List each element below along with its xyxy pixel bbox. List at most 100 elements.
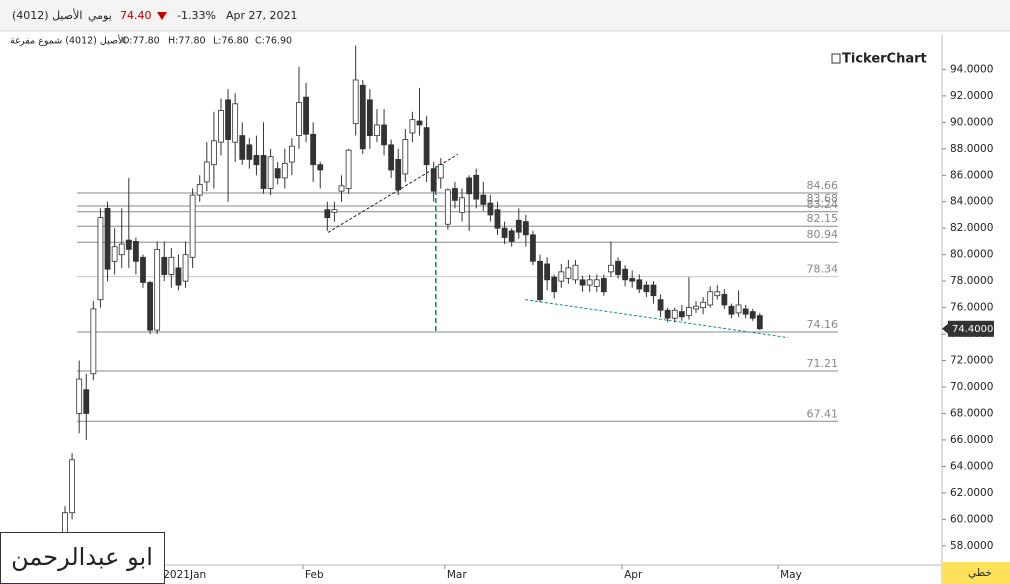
candle-body (359, 84, 366, 150)
candle-body (267, 156, 274, 189)
candle-body (622, 268, 629, 281)
signature-box (0, 532, 165, 584)
last-price-label: 74.4000 (952, 324, 993, 335)
candle-body (551, 276, 558, 293)
candle-body (132, 241, 139, 262)
candle-body (586, 279, 593, 286)
candle-body (671, 309, 678, 319)
plot: 58.0000 60.0000 62.0000 64.0000 66.0000 68.00… (62, 45, 994, 581)
down-arrow (157, 12, 167, 20)
level-label: 82.15 (807, 212, 839, 225)
candle-body (643, 284, 650, 293)
candle-body (274, 168, 281, 179)
candle-body (466, 177, 473, 195)
candle-body (437, 164, 444, 179)
candle-body (352, 79, 359, 125)
legend-open: O:77.80 (122, 36, 160, 47)
y-tick-label: 94.0000 (950, 63, 993, 75)
candle-body (600, 278, 607, 293)
candle-body (281, 162, 288, 179)
candle-body (714, 291, 721, 297)
brand-icon (831, 53, 841, 64)
candle-body (494, 209, 501, 229)
y-tick-label: 64.0000 (950, 460, 993, 472)
candle-body (317, 164, 324, 171)
level-label: 67.41 (807, 407, 839, 420)
candle-body (579, 279, 586, 286)
y-tick-label: 72.0000 (950, 355, 993, 367)
candle-body (381, 124, 387, 146)
candle-body (374, 124, 380, 136)
candle-body (331, 209, 338, 213)
candle-body (593, 279, 600, 287)
candle-body (615, 260, 621, 275)
candle-body (182, 254, 189, 282)
toolbar (0, 0, 1010, 31)
y-tick-label: 60.0000 (950, 513, 993, 525)
candle-body (76, 378, 83, 414)
candle-body (161, 256, 168, 275)
candle-body (296, 102, 302, 136)
candle-body (678, 311, 685, 318)
candle-body (522, 221, 529, 236)
price: 74.40 (120, 9, 152, 22)
period[interactable]: يومي (88, 9, 112, 22)
y-tick-label: 80.0000 (950, 249, 993, 261)
candle-body (721, 293, 728, 306)
x-tick-label: Feb (305, 569, 324, 581)
trendline (525, 299, 789, 339)
y-tick-label: 88.0000 (950, 143, 993, 155)
candle-body (118, 243, 125, 256)
candle-body (664, 309, 671, 319)
candle-body (97, 217, 104, 301)
y-tick-label: 62.0000 (950, 487, 993, 499)
candle-body (756, 315, 763, 330)
candle-body (650, 284, 657, 297)
candle-body (558, 271, 565, 282)
level-label: 78.34 (807, 263, 839, 276)
candle-body (324, 209, 331, 219)
y-tick-label: 92.0000 (950, 90, 993, 102)
y-tick-label: 86.0000 (950, 169, 993, 181)
candle-body (210, 140, 217, 166)
x-tick-label: 2021Jan (163, 569, 206, 581)
candle-body (288, 145, 295, 163)
candle-body (402, 139, 409, 175)
candle-body (565, 267, 572, 279)
date: Apr 27, 2021 (226, 9, 298, 22)
candle-body (154, 248, 161, 331)
candle-body (104, 207, 111, 270)
candle-body (749, 311, 756, 319)
candle-body (544, 263, 551, 281)
candle-body (686, 307, 692, 316)
level-label: 80.94 (807, 228, 839, 241)
y-tick-label: 66.0000 (950, 434, 993, 446)
candle-body (693, 305, 699, 310)
candle-body (487, 202, 494, 216)
last-price-pointer (942, 323, 948, 334)
candle-body (168, 256, 175, 275)
candle-body (147, 282, 153, 331)
x-tick-label: Mar (447, 569, 467, 581)
candle-body (90, 308, 97, 375)
candle-body (515, 219, 522, 233)
candle-body (409, 119, 416, 134)
candle-body (530, 234, 536, 262)
candle-body (125, 239, 132, 250)
y-tick-label: 82.0000 (950, 222, 993, 234)
candle-body (473, 174, 480, 200)
candle-body (629, 278, 636, 282)
style-button[interactable] (942, 562, 1010, 584)
candle-body (572, 264, 579, 281)
level-label: 71.21 (807, 357, 839, 370)
level-label: 84.66 (807, 179, 839, 192)
candle-body (196, 184, 203, 196)
y-tick-label: 78.0000 (950, 275, 993, 287)
y-tick-label: 90.0000 (950, 116, 993, 128)
candle-body (416, 120, 423, 126)
legend-close: C:76.90 (255, 36, 292, 47)
candle-body (395, 158, 402, 191)
style-button-label[interactable]: خطي (968, 567, 992, 579)
symbol[interactable]: الأصيل (4012) (12, 8, 82, 22)
